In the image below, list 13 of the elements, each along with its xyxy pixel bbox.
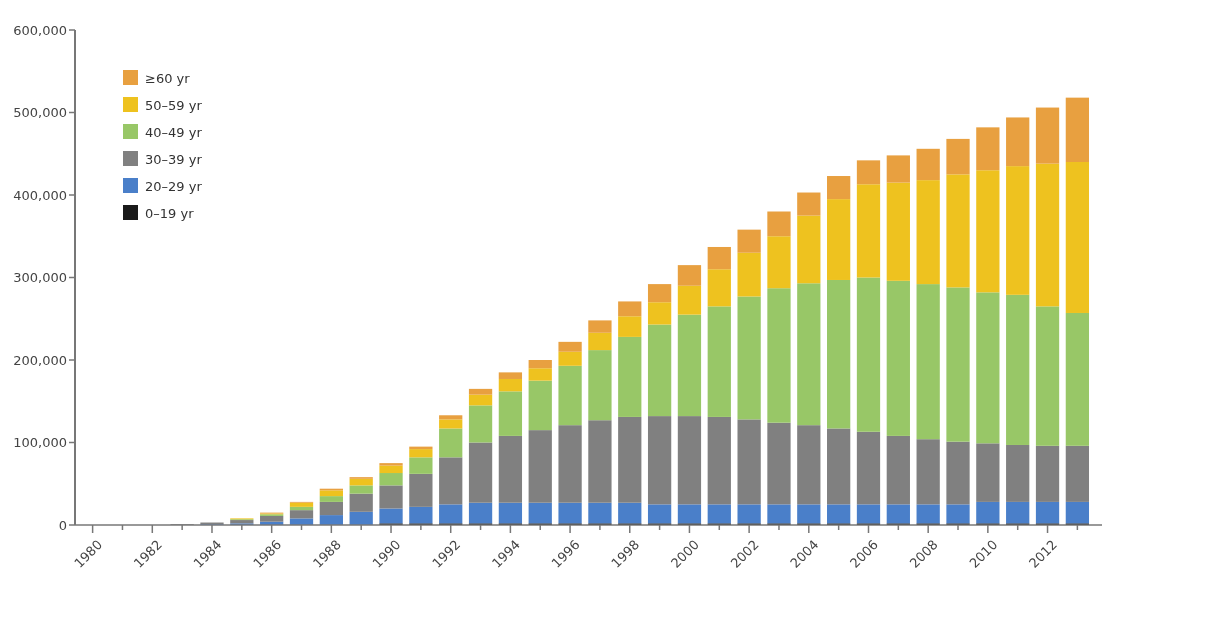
- y-tick-label: 0: [58, 517, 67, 533]
- legend-label: 40–49 yr: [145, 124, 203, 140]
- legend-label: 50–59 yr: [145, 97, 203, 113]
- legend-label: 30–39 yr: [145, 151, 203, 167]
- legend-label: 20–29 yr: [145, 178, 203, 194]
- y-tick-label: 500,000: [13, 105, 67, 121]
- y-tick-label: 300,000: [13, 270, 67, 286]
- y-tick-label: 200,000: [13, 352, 67, 368]
- y-tick-label: 100,000: [13, 435, 67, 451]
- legend-label: ≥60 yr: [145, 70, 191, 86]
- legend-label: 0–19 yr: [145, 205, 195, 221]
- y-tick-label: 400,000: [13, 187, 67, 203]
- y-tick-label: 600,000: [13, 22, 67, 38]
